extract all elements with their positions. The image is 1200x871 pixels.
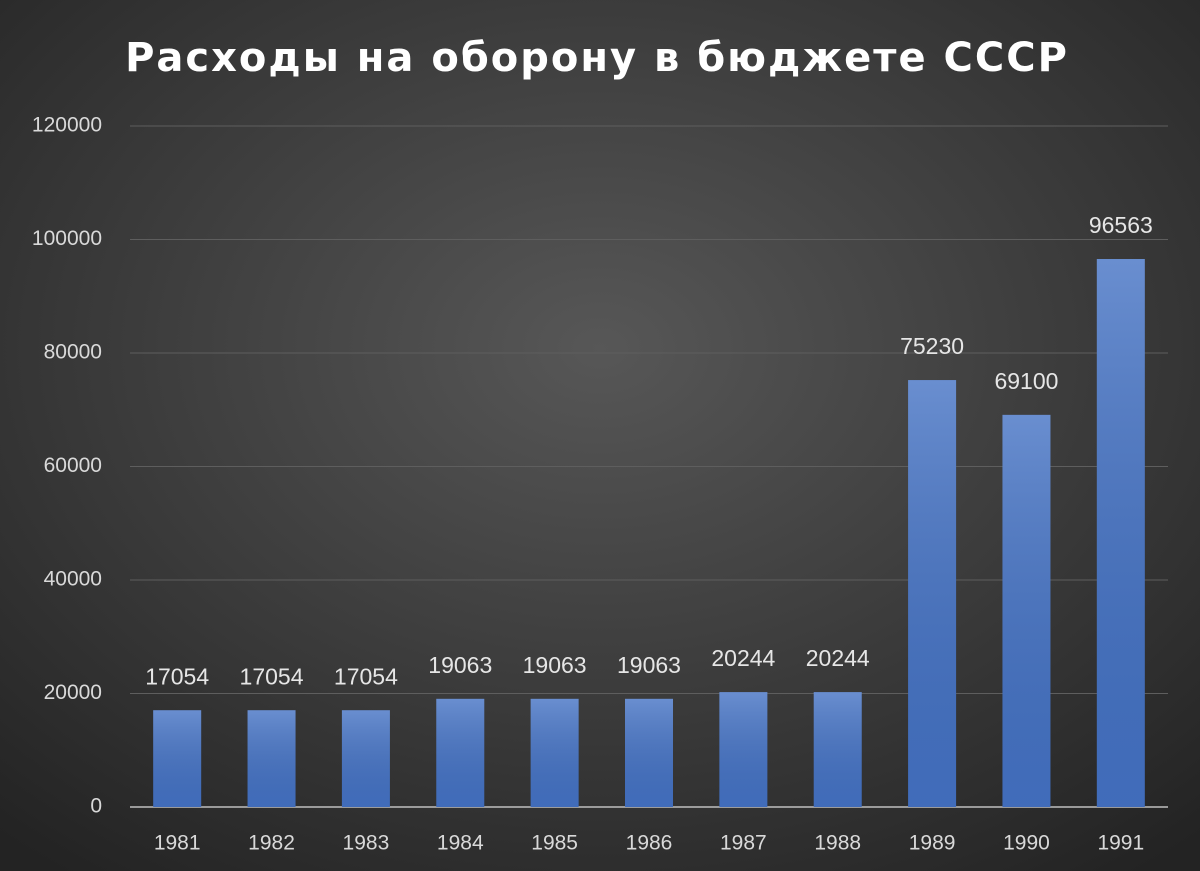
x-tick-label: 1991 [1097, 832, 1144, 855]
data-label: 75230 [900, 333, 964, 359]
y-tick-label: 80000 [44, 341, 102, 364]
x-tick-label: 1981 [154, 832, 201, 855]
x-tick-label: 1988 [814, 832, 861, 855]
chart-title: Расходы на оборону в бюджете СССР [125, 35, 1069, 81]
y-tick-label: 60000 [44, 454, 102, 477]
x-tick-label: 1985 [531, 832, 578, 855]
x-tick-label: 1990 [1003, 832, 1050, 855]
bar [1002, 414, 1051, 807]
bar [436, 698, 485, 807]
data-label: 19063 [617, 652, 681, 678]
data-label: 20244 [806, 645, 870, 671]
y-tick-label: 20000 [44, 681, 102, 704]
x-tick-label: 1989 [909, 832, 956, 855]
data-label: 19063 [523, 652, 587, 678]
bar [625, 698, 673, 807]
data-label: 96563 [1089, 212, 1153, 238]
data-label: 17054 [145, 663, 209, 689]
bar [813, 692, 862, 807]
data-label: 17054 [334, 663, 398, 689]
bar [719, 692, 768, 807]
x-tick-label: 1986 [626, 832, 673, 855]
x-tick-label: 1984 [437, 832, 484, 855]
bar [1096, 259, 1145, 807]
y-tick-label: 100000 [32, 227, 102, 250]
data-label: 69100 [994, 368, 1058, 394]
x-tick-label: 1987 [720, 832, 767, 855]
bar [908, 380, 957, 807]
y-tick-label: 120000 [32, 114, 102, 137]
bar [247, 710, 296, 807]
bar [153, 710, 202, 807]
bar [341, 710, 390, 807]
data-label: 19063 [428, 652, 492, 678]
bar [530, 698, 579, 807]
y-tick-label: 0 [90, 795, 102, 818]
y-tick-label: 40000 [44, 568, 102, 591]
x-tick-label: 1982 [248, 832, 295, 855]
data-label: 17054 [240, 663, 304, 689]
x-tick-label: 1983 [343, 832, 390, 855]
data-label: 20244 [711, 645, 775, 671]
